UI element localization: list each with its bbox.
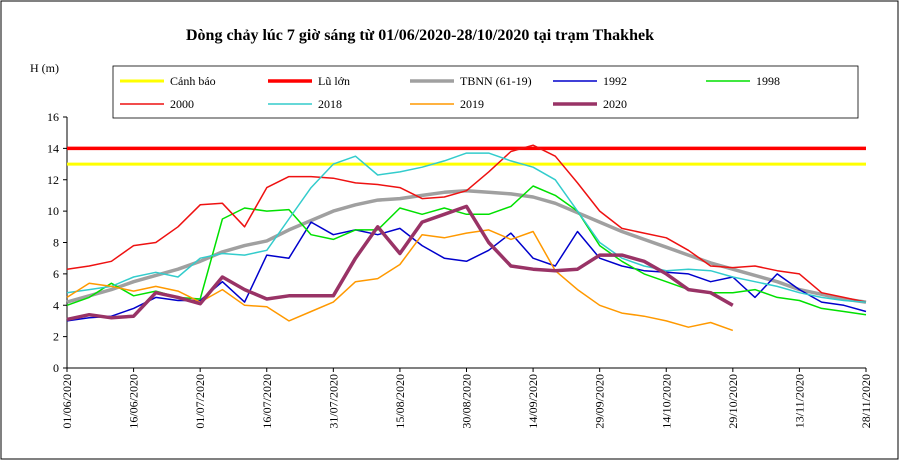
x-tick-label: 28/11/2020 — [859, 374, 873, 428]
y-tick-label: 14 — [47, 141, 59, 155]
legend-label: 1998 — [756, 74, 780, 88]
y-tick-label: 2 — [53, 330, 59, 344]
x-tick-label: 01/06/2020 — [60, 374, 74, 429]
y-axis-label: H (m) — [30, 61, 59, 75]
y-tick-label: 4 — [53, 298, 59, 312]
y-tick-label: 0 — [53, 361, 59, 375]
x-tick-label: 01/07/2020 — [193, 374, 207, 429]
x-tick-label: 29/09/2020 — [593, 374, 607, 429]
chart-title: Dòng chảy lúc 7 giờ sáng từ 01/06/2020-2… — [186, 27, 654, 44]
y-tick-label: 8 — [53, 236, 59, 250]
x-tick-label: 16/07/2020 — [260, 374, 274, 429]
x-tick-label: 30/08/2020 — [460, 374, 474, 429]
series-line — [66, 204, 734, 322]
x-tick-label: 13/11/2020 — [792, 374, 806, 428]
x-tick-label: 15/08/2020 — [393, 374, 407, 429]
legend-label: Lũ lớn — [318, 74, 350, 88]
x-tick-label: 29/10/2020 — [726, 374, 740, 429]
x-tick-label: 31/07/2020 — [326, 374, 340, 429]
legend-label: TBNN (61-19) — [460, 74, 532, 88]
legend-label: 2018 — [318, 97, 342, 111]
y-tick-label: 10 — [47, 204, 59, 218]
legend-label: Cảnh báo — [170, 74, 216, 88]
legend-label: 2019 — [460, 97, 484, 111]
series-line — [66, 144, 867, 303]
x-tick-label: 16/06/2020 — [127, 374, 141, 429]
legend-label: 2000 — [170, 97, 194, 111]
y-tick-label: 16 — [47, 110, 59, 124]
series-line — [66, 185, 867, 316]
x-tick-label: 14/09/2020 — [526, 374, 540, 429]
series-line — [66, 152, 867, 303]
legend-label: 1992 — [603, 74, 627, 88]
y-tick-label: 6 — [53, 267, 59, 281]
y-tick-label: 12 — [47, 173, 59, 187]
series-line — [66, 229, 734, 332]
legend-label: 2020 — [603, 97, 627, 111]
legend-box — [112, 65, 859, 119]
x-tick-label: 14/10/2020 — [659, 374, 673, 429]
